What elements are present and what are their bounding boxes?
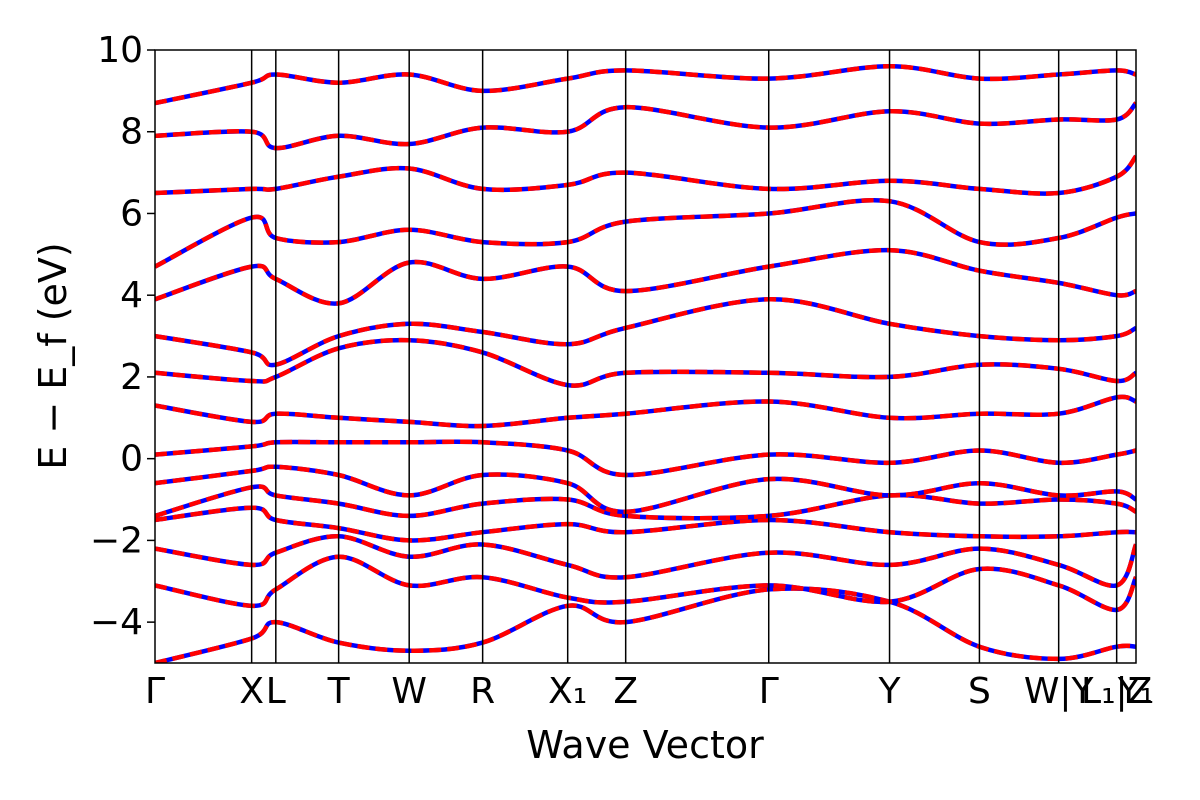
band-8-red	[155, 337, 1136, 388]
x-tick-label-12: L₁|Z	[1081, 671, 1152, 712]
band-4-red	[155, 484, 1136, 521]
band-3-red	[155, 505, 1136, 543]
y-axis-label: E − E_f (eV)	[31, 242, 75, 470]
x-tick-label-1: X	[239, 671, 264, 712]
x-tick-label-8: Γ	[759, 671, 779, 712]
y-tick-label-3: 2	[120, 357, 143, 398]
x-tick-label-7: Z	[613, 671, 638, 712]
y-tick-label-1: −2	[90, 520, 143, 561]
band-9-red	[155, 297, 1136, 368]
band-2-red	[155, 534, 1136, 589]
band-6-red	[155, 439, 1136, 478]
band-11-red	[155, 197, 1136, 269]
x-tick-label-13: Y₁	[1117, 671, 1154, 712]
band-5-red	[155, 464, 1136, 515]
y-axis: −4 −2 0 2 4 6 8 10	[90, 30, 155, 643]
x-tick-label-4: W	[391, 671, 427, 712]
x-tick-label-2: L	[266, 671, 286, 712]
band-1-red	[155, 554, 1136, 613]
band-10-red	[155, 247, 1136, 306]
x-tick-label-0: Γ	[145, 671, 165, 712]
x-tick-label-9: Y	[878, 671, 902, 712]
band-lines	[155, 64, 1136, 663]
y-tick-label-4: 4	[120, 275, 143, 316]
y-tick-label-6: 8	[120, 112, 143, 153]
y-tick-label-2: 0	[120, 439, 143, 480]
high-symmetry-lines	[250, 50, 1118, 663]
band-0-blue	[155, 586, 1136, 663]
x-tick-label-3: T	[327, 671, 351, 712]
band-7-red	[155, 394, 1136, 429]
x-axis: Γ X L T W R X₁ Z Γ Y S W|YL₁|ZY₁	[145, 671, 1154, 712]
y-tick-label-7: 10	[97, 30, 143, 71]
band-13-red	[155, 101, 1136, 151]
y-tick-label-5: 6	[120, 193, 143, 234]
x-tick-label-10: S	[968, 671, 991, 712]
x-tick-label-11: W|Y	[1024, 671, 1095, 712]
x-axis-label: Wave Vector	[526, 723, 764, 767]
x-tick-label-6: X₁	[548, 671, 587, 712]
y-tick-label-0: −4	[90, 602, 143, 643]
band-12-red	[155, 154, 1136, 196]
x-tick-label-5: R	[470, 671, 495, 712]
plot-frame	[154, 49, 1137, 664]
band-14-red	[155, 64, 1136, 106]
